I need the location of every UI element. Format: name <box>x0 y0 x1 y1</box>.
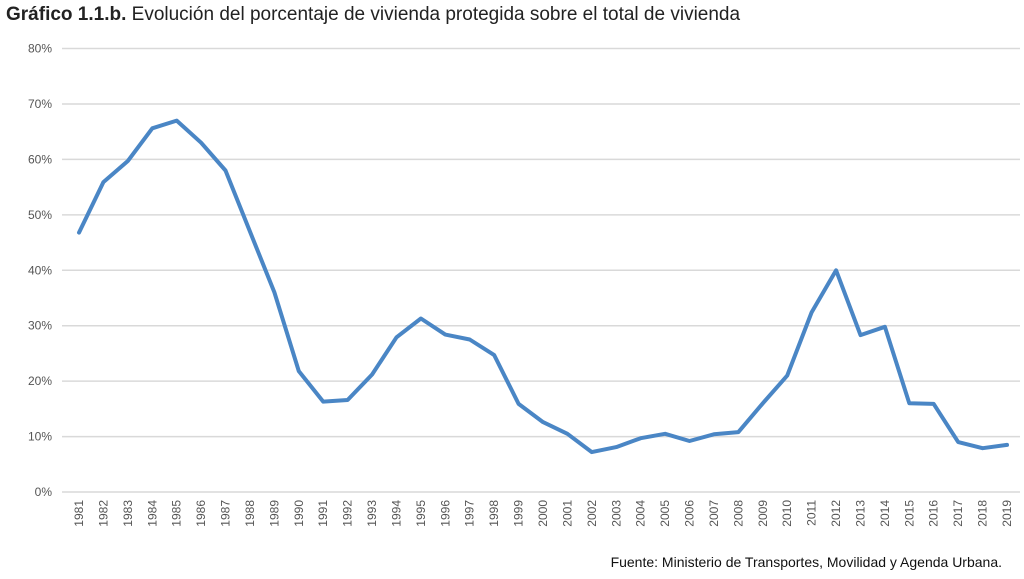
x-tick-label: 2005 <box>658 500 672 527</box>
x-tick-label: 1986 <box>194 500 208 527</box>
y-tick-label: 60% <box>28 152 52 166</box>
y-tick-label: 30% <box>28 319 52 333</box>
y-tick-label: 70% <box>28 97 52 111</box>
x-tick-label: 1996 <box>438 500 452 527</box>
x-tick-label: 2008 <box>731 500 745 527</box>
y-tick-label: 50% <box>28 208 52 222</box>
x-tick-label: 2009 <box>756 500 770 527</box>
x-tick-label: 1990 <box>292 500 306 527</box>
y-tick-label: 0% <box>35 485 53 499</box>
x-tick-label: 2010 <box>780 500 794 527</box>
x-tick-label: 1994 <box>389 500 403 527</box>
x-tick-label: 1989 <box>267 500 281 527</box>
x-tick-label: 2004 <box>634 500 648 527</box>
y-tick-label: 20% <box>28 374 52 388</box>
x-tick-label: 1984 <box>145 500 159 527</box>
x-tick-label: 1992 <box>341 500 355 527</box>
chart-title-text: Evolución del porcentaje de vivienda pro… <box>131 4 741 25</box>
y-tick-label: 40% <box>28 263 52 277</box>
x-tick-label: 1981 <box>72 500 86 527</box>
chart-title-label: Gráfico 1.1.b. <box>6 4 127 25</box>
x-tick-label: 1988 <box>243 500 257 527</box>
x-tick-label: 1997 <box>463 500 477 527</box>
x-tick-label: 1999 <box>512 500 526 527</box>
x-tick-label: 1995 <box>414 500 428 527</box>
x-tick-label: 1991 <box>316 500 330 527</box>
x-tick-label: 2014 <box>878 500 892 527</box>
x-tick-label: 2018 <box>976 500 990 527</box>
x-tick-label: 2019 <box>1000 500 1014 527</box>
x-tick-label: 2017 <box>951 500 965 527</box>
source-note: Fuente: Ministerio de Transportes, Movil… <box>610 554 1002 570</box>
x-tick-label: 1993 <box>365 500 379 527</box>
x-tick-label: 2003 <box>609 500 623 527</box>
x-tick-label: 2012 <box>829 500 843 527</box>
y-tick-label: 10% <box>28 430 52 444</box>
x-tick-label: 2013 <box>853 500 867 527</box>
x-tick-label: 2011 <box>805 500 819 526</box>
x-tick-label: 2006 <box>683 500 697 527</box>
x-tick-label: 1983 <box>121 500 135 527</box>
x-tick-label: 1985 <box>170 500 184 527</box>
chart-title: Gráfico 1.1.b. Evolución del porcentaje … <box>6 4 740 26</box>
x-tick-label: 2000 <box>536 500 550 527</box>
y-tick-label: 80% <box>28 42 52 56</box>
x-tick-label: 1998 <box>487 500 501 527</box>
x-tick-label: 2015 <box>902 500 916 527</box>
series-line <box>77 118 1009 455</box>
x-tick-label: 2001 <box>560 500 574 527</box>
x-tick-label: 2007 <box>707 500 721 527</box>
x-tick-label: 1987 <box>219 500 233 527</box>
x-tick-label: 1982 <box>96 500 110 527</box>
x-tick-label: 2002 <box>585 500 599 527</box>
x-tick-label: 2016 <box>927 500 941 527</box>
